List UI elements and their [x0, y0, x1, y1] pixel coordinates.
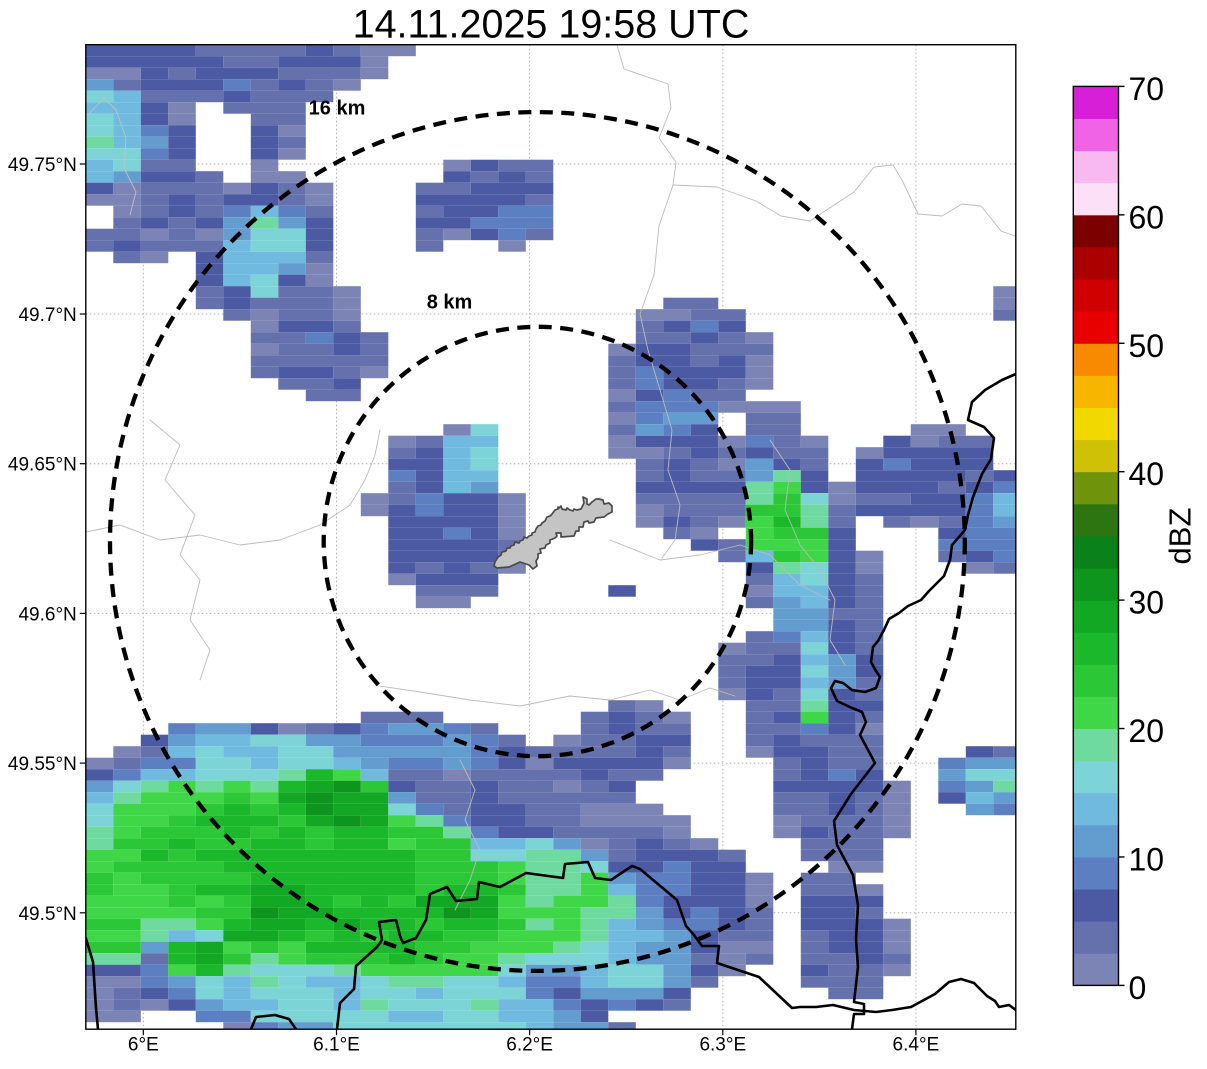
- svg-text:8 km: 8 km: [427, 292, 473, 314]
- svg-text:49.5°N: 49.5°N: [18, 904, 76, 925]
- svg-text:16 km: 16 km: [309, 98, 366, 120]
- svg-text:40: 40: [1129, 456, 1165, 492]
- svg-text:dBZ: dBZ: [1163, 508, 1198, 565]
- svg-text:30: 30: [1129, 585, 1165, 621]
- svg-text:49.55°N: 49.55°N: [8, 754, 77, 775]
- svg-text:6.2°E: 6.2°E: [506, 1035, 553, 1056]
- svg-text:49.7°N: 49.7°N: [18, 305, 76, 326]
- svg-text:49.6°N: 49.6°N: [18, 604, 76, 625]
- svg-text:6°E: 6°E: [128, 1035, 159, 1056]
- svg-text:6.4°E: 6.4°E: [893, 1035, 940, 1056]
- svg-text:6.3°E: 6.3°E: [699, 1035, 746, 1056]
- svg-text:49.75°N: 49.75°N: [8, 155, 77, 176]
- svg-text:10: 10: [1129, 841, 1165, 877]
- svg-text:50: 50: [1129, 328, 1165, 364]
- svg-text:70: 70: [1129, 71, 1165, 107]
- svg-text:60: 60: [1129, 199, 1165, 235]
- svg-text:6.1°E: 6.1°E: [313, 1035, 360, 1056]
- svg-text:14.11.2025 19:58 UTC: 14.11.2025 19:58 UTC: [353, 2, 750, 46]
- svg-text:20: 20: [1129, 713, 1165, 749]
- svg-text:0: 0: [1129, 970, 1147, 1006]
- svg-text:49.65°N: 49.65°N: [8, 455, 77, 476]
